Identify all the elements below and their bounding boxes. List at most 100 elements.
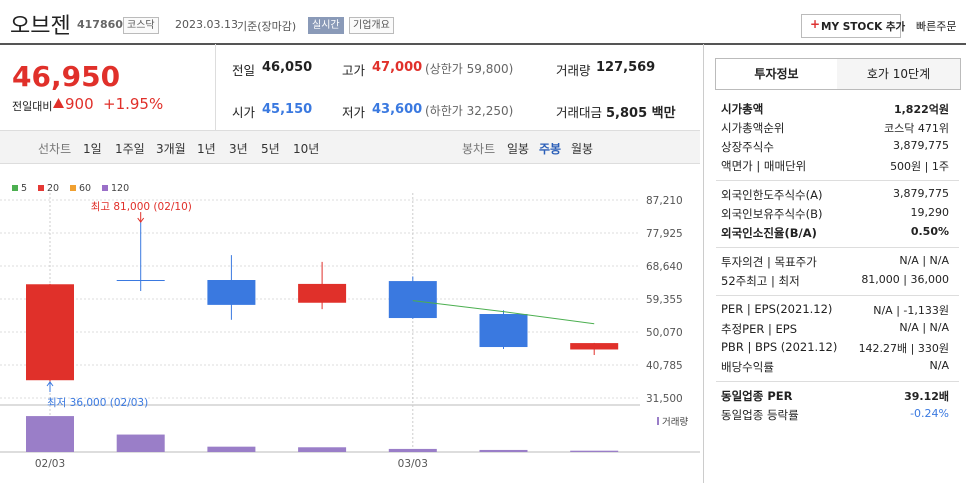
annotation: 최저 36,000 (02/03) bbox=[47, 397, 148, 409]
row-value: N/A | -1,133원 bbox=[873, 304, 949, 317]
arrow-head bbox=[46, 381, 54, 387]
stock-code: 417860 bbox=[77, 18, 123, 31]
quote-note: (상한가 59,800) bbox=[425, 62, 514, 76]
row-label: 동일업종 PER bbox=[721, 389, 793, 403]
period-tab[interactable]: 1년 bbox=[197, 142, 216, 156]
quote-value: 127,569 bbox=[596, 60, 656, 75]
change: 900 bbox=[65, 95, 94, 113]
y-tick-label: 50,070 bbox=[646, 327, 683, 339]
period-tab[interactable]: 일봉 bbox=[507, 142, 530, 156]
stock-name: 오브젠 bbox=[10, 14, 71, 39]
x-tick-label: 03/03 bbox=[398, 458, 428, 470]
volume-bar bbox=[570, 450, 619, 452]
candle-body bbox=[479, 314, 528, 348]
y-tick-label: 77,925 bbox=[646, 228, 683, 240]
arrow-head bbox=[137, 217, 145, 223]
y-tick-label: 40,785 bbox=[646, 360, 683, 372]
side-tab[interactable]: 호가 10단계 bbox=[866, 67, 931, 81]
legend-swatch bbox=[38, 185, 44, 191]
row-label: 추정PER | EPS bbox=[721, 322, 798, 336]
row-label: PER | EPS(2021.12) bbox=[721, 302, 833, 316]
legend-label: 20 bbox=[47, 183, 59, 194]
quote-label: 전일 bbox=[232, 63, 256, 78]
side-tab[interactable]: 투자정보 bbox=[716, 59, 837, 89]
quote-value: 45,150 bbox=[262, 102, 313, 117]
row-label: 시가총액 bbox=[721, 102, 764, 116]
row-value: N/A bbox=[929, 359, 949, 372]
legend-swatch bbox=[12, 185, 18, 191]
row-value: 39.12배 bbox=[904, 390, 949, 403]
quick-order[interactable]: 빠른주문 bbox=[916, 20, 957, 33]
period-bar: 선차트 1일 1주일 3개월 1년 3년 5년 10년 봉차트 일봉 주봉 월봉 bbox=[0, 130, 700, 164]
ma-line bbox=[412, 300, 595, 325]
legend-swatch bbox=[102, 185, 108, 191]
row-label: 액면가 | 매매단위 bbox=[721, 159, 807, 173]
basis: 기준(장마감) bbox=[237, 20, 297, 33]
volume-bar bbox=[207, 446, 256, 452]
quote-label: 거래량 bbox=[556, 63, 591, 78]
current-price: 46,950 bbox=[12, 60, 121, 93]
company-button[interactable]: 기업개요 bbox=[349, 17, 394, 34]
group-rule bbox=[716, 381, 959, 382]
row-label: 동일업종 등락률 bbox=[721, 408, 799, 422]
row-label: 외국인한도주식수(A) bbox=[721, 188, 823, 202]
mystock-label: MY STOCK 추가 bbox=[821, 21, 906, 33]
period-tab[interactable]: 10년 bbox=[293, 142, 320, 156]
legend-swatch bbox=[70, 185, 76, 191]
mystock-button[interactable]: + MY STOCK 추가 bbox=[801, 14, 905, 38]
row-value: 코스닥 471위 bbox=[884, 122, 949, 135]
period-tab: 선차트 bbox=[38, 142, 72, 156]
row-label: 배당수익률 bbox=[721, 360, 774, 374]
period-tab: 봉차트 bbox=[462, 142, 496, 156]
legend-label: 5 bbox=[21, 183, 27, 194]
volume-bar bbox=[26, 416, 74, 452]
volume-bar bbox=[388, 448, 437, 452]
row-value: 3,879,775 bbox=[893, 187, 949, 200]
row-value: 500원 | 1주 bbox=[890, 160, 949, 173]
row-value: 3,879,775 bbox=[893, 139, 949, 152]
rate: +1.95% bbox=[103, 95, 164, 113]
quote-value: 46,050 bbox=[262, 60, 313, 75]
candle-body bbox=[388, 281, 437, 319]
period-tab[interactable]: 5년 bbox=[261, 142, 280, 156]
row-value: N/A | N/A bbox=[899, 254, 949, 267]
header-rule bbox=[0, 43, 966, 45]
row-label: 52주최고 | 최저 bbox=[721, 274, 800, 288]
group-rule bbox=[716, 180, 959, 181]
group-rule bbox=[716, 247, 959, 248]
row-label: 시가총액순위 bbox=[721, 121, 785, 135]
legend-label: 120 bbox=[111, 183, 129, 194]
period-tab[interactable]: 1일 bbox=[83, 142, 102, 156]
up-icon bbox=[53, 98, 64, 108]
row-value: 142.27배 | 330원 bbox=[858, 342, 949, 355]
row-value: -0.24% bbox=[910, 407, 949, 420]
quote-note: (하한가 32,250) bbox=[425, 104, 514, 118]
quote-label: 거래대금 bbox=[556, 105, 603, 120]
row-label: 외국인보유주식수(B) bbox=[721, 207, 823, 221]
row-value: N/A | N/A bbox=[899, 321, 949, 334]
annotation: 최고 81,000 (02/10) bbox=[91, 201, 192, 213]
volume-swatch bbox=[657, 417, 659, 425]
candle-body bbox=[26, 284, 74, 381]
quote-label: 고가 bbox=[342, 63, 366, 78]
realtime-button[interactable]: 실시간 bbox=[308, 17, 344, 34]
y-tick-label: 87,210 bbox=[646, 195, 683, 207]
change-label: 전일대비 bbox=[12, 100, 53, 113]
candle-body bbox=[207, 280, 256, 305]
period-tab[interactable]: 1주일 bbox=[115, 142, 145, 156]
period-tab[interactable]: 월봉 bbox=[571, 142, 594, 156]
chart: 5 20 60 120 87,210 77,925 68,640 59,355 50,070 40… bbox=[0, 163, 700, 470]
quote-label: 저가 bbox=[342, 105, 366, 120]
period-tab[interactable]: 3년 bbox=[229, 142, 248, 156]
date: 2023.03.13 bbox=[175, 18, 238, 31]
volume-bar bbox=[479, 449, 528, 452]
legend-label: 60 bbox=[79, 183, 91, 194]
candle-body bbox=[570, 343, 619, 350]
row-value: 0.50% bbox=[910, 225, 949, 238]
row-label: 투자의견 | 목표주가 bbox=[721, 255, 817, 269]
period-tab[interactable]: 주봉 bbox=[539, 142, 562, 156]
x-tick-label: 02/03 bbox=[35, 458, 65, 470]
quote-value: 43,600 bbox=[372, 102, 423, 117]
period-tab[interactable]: 3개월 bbox=[156, 142, 186, 156]
